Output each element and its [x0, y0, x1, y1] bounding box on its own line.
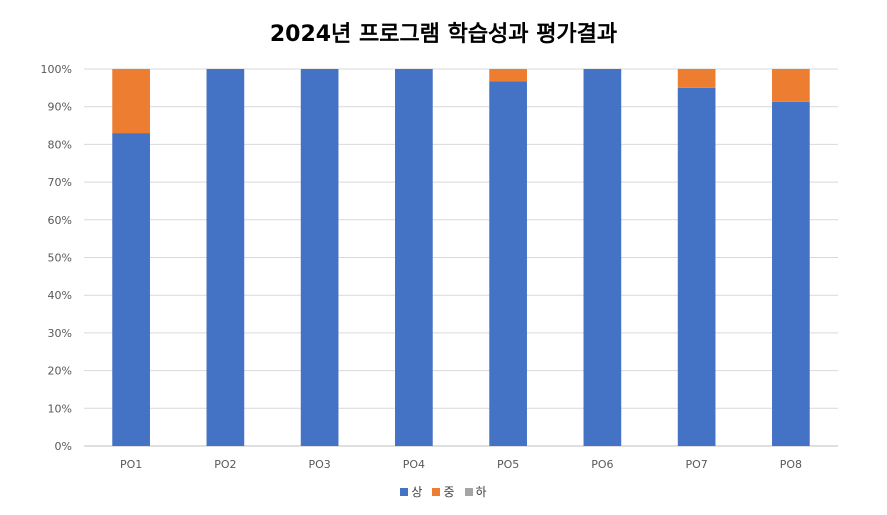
- x-tick-label: PO3: [308, 458, 330, 471]
- bar-po1-series-0: [112, 133, 150, 446]
- legend-item: 중: [432, 483, 455, 500]
- x-tick-label: PO6: [591, 458, 613, 471]
- y-tick-label: 30%: [48, 327, 72, 340]
- x-tick-label: PO1: [120, 458, 142, 471]
- legend-label: 하: [475, 485, 487, 499]
- legend-swatch: [432, 487, 441, 496]
- bar-po8-series-1: [772, 69, 810, 102]
- bar-po5-series-0: [489, 81, 527, 446]
- chart-title: 2024년 프로그램 학습성과 평가결과: [269, 22, 618, 47]
- bar-po3-series-0: [300, 69, 339, 446]
- y-tick-label: 60%: [48, 214, 72, 227]
- bar-po2-series-0: [206, 69, 245, 446]
- legend-label: 중: [443, 485, 455, 499]
- x-tick-label: PO2: [214, 458, 236, 471]
- y-tick-label: 0%: [55, 440, 72, 453]
- x-tick-label: PO7: [685, 458, 707, 471]
- y-tick-label: 40%: [48, 289, 72, 302]
- y-tick-label: 70%: [48, 176, 72, 189]
- y-tick-label: 50%: [48, 252, 72, 265]
- legend-label: 상: [411, 485, 423, 499]
- y-tick-label: 10%: [48, 402, 72, 415]
- y-tick-label: 100%: [41, 63, 72, 76]
- x-tick-label: PO4: [403, 458, 425, 471]
- bar-po6-series-0: [583, 69, 622, 446]
- bar-po1-series-1: [112, 69, 150, 134]
- bar-po4-series-0: [395, 69, 433, 446]
- y-tick-label: 20%: [48, 365, 72, 378]
- bar-po8-series-0: [772, 101, 810, 446]
- bar-po5-series-1: [489, 69, 527, 82]
- y-tick-label: 90%: [48, 101, 72, 114]
- x-tick-label: PO8: [780, 458, 802, 471]
- legend-swatch: [464, 487, 473, 496]
- legend-swatch: [400, 487, 409, 496]
- legend-item: 하: [464, 483, 487, 500]
- legend-item: 상: [400, 483, 422, 500]
- y-tick-label: 80%: [48, 138, 72, 151]
- x-tick-label: PO5: [497, 458, 519, 471]
- bar-po7-series-0: [677, 87, 716, 446]
- bar-po7-series-1: [677, 69, 716, 88]
